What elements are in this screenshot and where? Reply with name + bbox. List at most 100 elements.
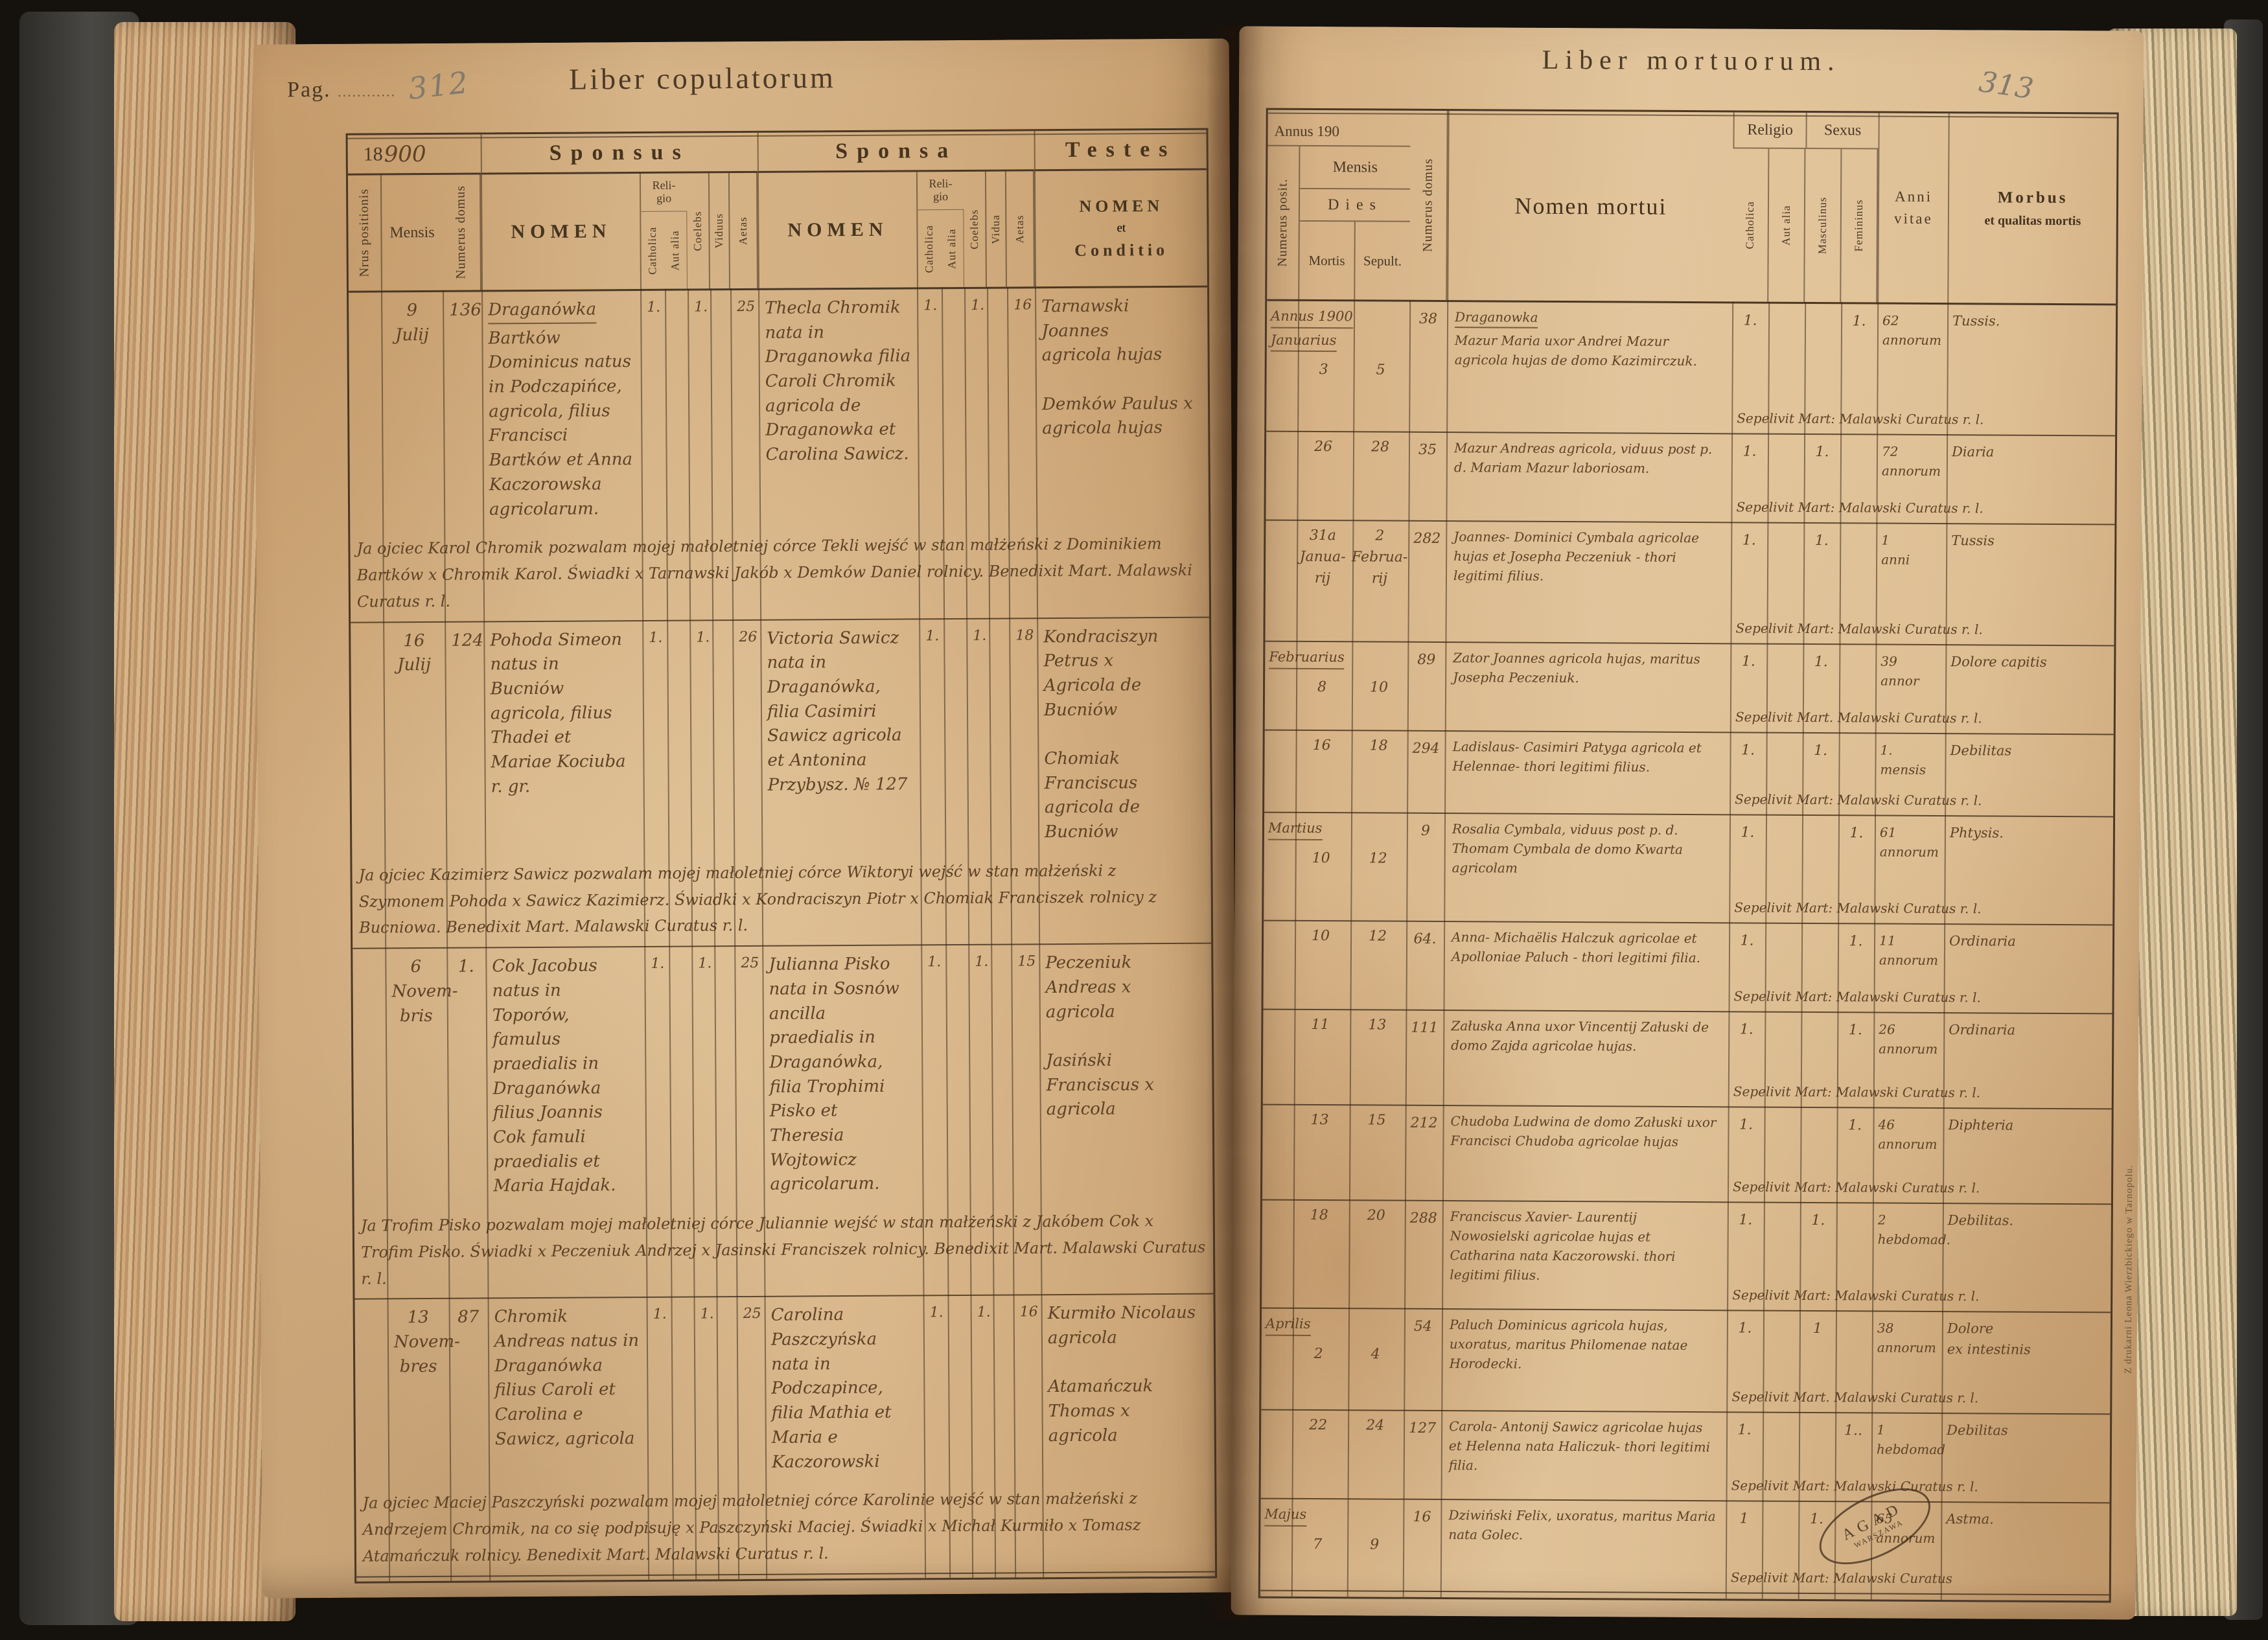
sponsa-name-cell: Josepha Didycz nata in Draganowka filia … — [766, 1574, 926, 1584]
col-mortis: Mortis — [1298, 221, 1354, 300]
catholica-mark: 1. — [1739, 1212, 1753, 1229]
dies-sepult-value: 18 — [1369, 737, 1388, 754]
morbus-value: Astma. — [1946, 1511, 1994, 1527]
sponsa-catholica-mark: 1. — [923, 297, 938, 314]
death-dates-cell: Annus 1900 Januarius 3 5 — [1266, 301, 1409, 432]
house-number-cell: 1. — [457, 956, 474, 976]
sponsus-aetas-value: 25 — [738, 1575, 767, 1584]
death-entry: 16 18 294 Ladislaus- Casimiri Patyga agrico… — [1264, 730, 2114, 818]
col-vidua: Vidua — [986, 171, 1007, 287]
house-number-cell: 288 — [1409, 1210, 1437, 1227]
masculinus-mark: 1. — [1814, 743, 1828, 759]
sponsa-aetas-value: 16 — [1013, 297, 1032, 314]
nomen-mortui-cell: Mazur Andreas agricola, viduus post p. d… — [1453, 440, 1713, 476]
dies-sepult-value: 10 — [1370, 678, 1389, 696]
sponsa-coelebs-mark: 1. — [973, 627, 987, 644]
sponsus-aetas-value: 25 — [741, 955, 759, 972]
sponsus-name-cell: Cok Jacobus natus in Toporów, famulus pr… — [492, 956, 616, 1196]
morbus-value: Debilitas — [1947, 1422, 2008, 1438]
testes-cell: Tarnawski Joannes agricola hujas Demków … — [1041, 296, 1193, 439]
mensis-cell: 9 Julij — [395, 301, 429, 345]
marriage-entry: 6 Novem- bris 1. Cok Jacobus natus in Topo… — [353, 943, 1214, 1300]
morbus-value: Diaria — [1951, 444, 1995, 460]
religio-band: Religio — [1733, 112, 1806, 149]
death-entry: 11 13 111 Załuska Anna uxor Vincentij Załus… — [1262, 1010, 2112, 1110]
death-entry: 26 28 35 Mazur Andreas agricola, viduus pos… — [1266, 432, 2116, 525]
place-name: Draganowka — [1454, 307, 1538, 329]
house-number-cell: 212 — [1410, 1115, 1438, 1131]
col-catholica: Catholica — [645, 226, 659, 275]
femininus-mark: 1. — [1848, 1022, 1862, 1039]
left-page: Pag. ............ 312 Liber copulatorum … — [253, 38, 1239, 1599]
death-dates-cell: 18 20 — [1262, 1201, 1405, 1308]
col-aut-alia: Aut alia — [940, 209, 964, 288]
femininus-mark: 1. — [1849, 825, 1864, 842]
death-dates-cell: 26 28 — [1266, 432, 1409, 520]
mensis-cell: 6 Novem- bris — [391, 957, 458, 1026]
sponsus-coelebs-mark: 1. — [698, 955, 712, 972]
catholica-mark: 1. — [1739, 1116, 1753, 1133]
sepelivit-line: Sepelivit Mart. Malawski Curatus r. l. — [1731, 1389, 1979, 1406]
right-page: Liber mortuorum. 313 Annus 190 Numerus d… — [1231, 26, 2144, 1620]
masculinus-mark: 1. — [1814, 654, 1828, 671]
anni-vitae-value: 46 annorum — [1878, 1116, 1938, 1153]
month-label: Martius — [1267, 818, 1323, 840]
dies-mortis-value: 2 — [1313, 1345, 1323, 1362]
dies-mortis-value: 16 — [1312, 737, 1331, 754]
sponsa-name-cell: Julianna Pisko nata in Sosnów ancilla pr… — [769, 954, 899, 1195]
sponsus-aetas-value: 25 — [743, 1306, 761, 1322]
death-dates-cell: 22 24 — [1261, 1411, 1404, 1499]
sepelivit-line: Sepelivit Mart: Malawski Curatus r. l. — [1732, 1179, 1980, 1196]
col-aetas: Aetas — [1006, 171, 1035, 287]
sponsa-name-cell: Carolina Paszczyńska nata in Podczapince… — [770, 1305, 892, 1472]
sponsa-name-cell: Victoria Sawicz nata in Draganówka, fili… — [767, 628, 908, 795]
masculinus-mark: 1. — [1811, 1212, 1825, 1229]
marriage-entry: 13 Novem- bres 87 Chromik Andreas natus in… — [354, 1295, 1216, 1578]
month-heading: Majus — [1260, 1504, 1403, 1529]
sepelivit-line: Sepelivit Mart: Malawski Curatus r. l. — [1735, 791, 1982, 809]
morbus-value: Phtysis. — [1949, 825, 2004, 841]
anni-vitae-value: 39 annor — [1880, 653, 1919, 689]
consent-note: Ja Trofim Pisko pozwalam mojej małoletni… — [360, 1212, 1206, 1288]
col-catholica: Catholica — [922, 224, 936, 273]
death-dates-cell: 10 12 — [1263, 921, 1406, 1010]
consent-note: Ja ojciec Kazimierz Sawicz pozwalam moje… — [358, 861, 1157, 938]
sponsa-aetas-value: 15 — [1017, 953, 1036, 970]
house-number-cell: 54 — [1413, 1318, 1432, 1335]
sponsus-name-cell: Pohoda Simeon natus in Bucniów agricola,… — [490, 629, 626, 797]
sponsa-aetas-value: 16 — [1019, 1304, 1038, 1321]
femininus-mark: 1.. — [1844, 1422, 1863, 1439]
death-entry: 18 20 288 Franciscus Xavier- Laurentij Nowo… — [1262, 1200, 2111, 1313]
house-number-cell: 35 — [1418, 441, 1437, 458]
dies-sepult-value: 24 — [1366, 1417, 1385, 1434]
anni-vitae-value: 61 annorum — [1879, 824, 1939, 860]
col-coelebs: Coelebs — [963, 171, 987, 287]
femininus-mark: 1. — [1852, 313, 1866, 330]
dies-values: 10 12 — [1264, 925, 1406, 947]
catholica-mark: 1. — [1741, 653, 1755, 670]
sponsa-aetas-value: 15 — [1015, 1573, 1044, 1584]
testes-cell: Kondraciszyn Petrus x Agricola de Bucnió… — [1043, 626, 1159, 842]
col-testes-nomen-conditio: NOMEN et Conditio — [1034, 170, 1207, 287]
house-number-cell: 282 — [1413, 530, 1441, 548]
masculinus-mark: 1. — [1814, 533, 1829, 549]
catholica-mark: 1 — [1739, 1510, 1749, 1527]
col-aut-alia: Aut alia — [1768, 148, 1806, 302]
consent-note: Ja ojciec Karol Chromik pozwalam mojej m… — [356, 535, 1193, 611]
col-sponsa-nomen: NOMEN — [757, 172, 917, 288]
masculinus-mark: 1. — [1815, 444, 1829, 461]
house-number-cell: 64. — [1413, 930, 1437, 947]
mensis-cell: 13 Novem- bres — [393, 1308, 460, 1377]
page-number-right: 313 — [1976, 65, 2036, 106]
dies-sepult-value: 13 — [1368, 1017, 1387, 1034]
month-label: Februarius — [1269, 647, 1345, 669]
dies-mortis-value: 13 — [1310, 1111, 1329, 1129]
sepelivit-line: Sepelivit Mart: Malawski Curatus r. l. — [1733, 1083, 1981, 1101]
anni-vitae-value: 72 annorum — [1881, 443, 1941, 479]
consent-note: Ja ojciec Maciej Paszczyński pozwalam mo… — [362, 1489, 1141, 1565]
dies-label: Dies — [1298, 189, 1411, 222]
catholica-mark: 1. — [1741, 824, 1755, 841]
dies-mortis-value: 7 — [1313, 1536, 1323, 1553]
